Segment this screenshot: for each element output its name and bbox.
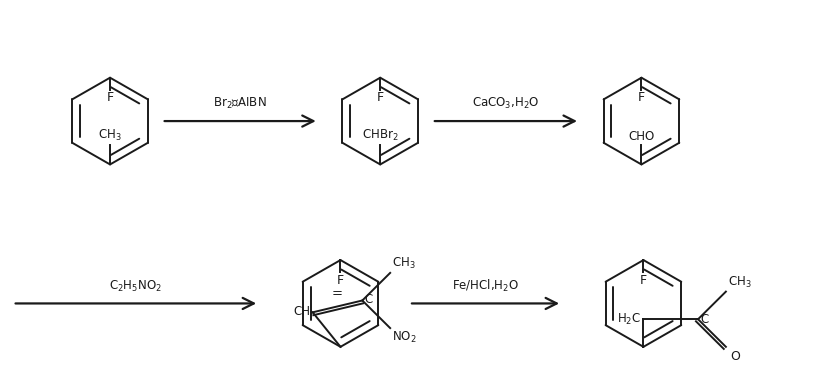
Text: F: F xyxy=(337,274,344,287)
Text: Fe/HCl,H$_2$O: Fe/HCl,H$_2$O xyxy=(452,278,519,294)
Text: F: F xyxy=(640,274,647,287)
Text: H$_2$C: H$_2$C xyxy=(617,312,642,327)
Text: CH$_3$: CH$_3$ xyxy=(392,256,415,271)
Text: CH$_3$: CH$_3$ xyxy=(728,274,752,290)
Text: F: F xyxy=(638,91,645,104)
Text: =: = xyxy=(332,287,343,301)
Text: F: F xyxy=(107,91,114,104)
Text: C: C xyxy=(364,293,373,306)
Text: C$_2$H$_5$NO$_2$: C$_2$H$_5$NO$_2$ xyxy=(109,278,163,294)
Text: C: C xyxy=(700,313,709,326)
Text: NO$_2$: NO$_2$ xyxy=(392,330,417,345)
Text: F: F xyxy=(377,91,384,104)
Text: CH$_3$: CH$_3$ xyxy=(98,127,122,143)
Text: CHO: CHO xyxy=(629,130,654,143)
Text: Br$_2$，AIBN: Br$_2$，AIBN xyxy=(213,96,267,111)
Text: CH: CH xyxy=(294,305,311,318)
Text: CHBr$_2$: CHBr$_2$ xyxy=(362,127,398,143)
Text: O: O xyxy=(730,350,740,363)
Text: CaCO$_3$,H$_2$O: CaCO$_3$,H$_2$O xyxy=(472,96,539,111)
